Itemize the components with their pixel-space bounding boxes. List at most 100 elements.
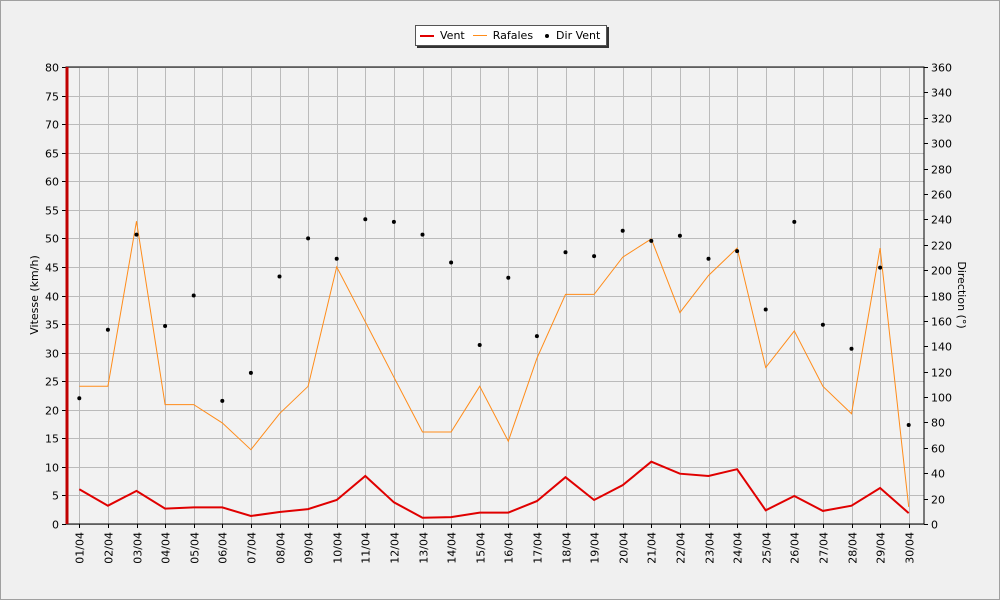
point-rafales [678,311,682,315]
point-dir-vent [878,265,883,270]
point-vent [878,486,882,490]
x-tick-label: 20/04 [618,532,631,564]
point-vent [106,504,110,508]
x-tick-label: 05/04 [189,532,202,564]
point-vent [649,460,653,464]
legend-swatch-vent [420,34,434,37]
y-axis-left-title: Vitesse (km/h) [28,255,41,335]
point-vent [363,474,367,478]
point-rafales [135,219,139,223]
point-rafales [363,320,367,324]
point-rafales [278,412,282,416]
x-tick-label: 06/04 [217,532,230,564]
point-vent [249,514,253,518]
point-rafales [564,292,568,296]
x-tick-label: 30/04 [904,532,917,564]
series-layer [77,217,911,520]
point-rafales [192,403,196,407]
point-rafales [421,430,425,434]
point-rafales [621,255,625,259]
y-tick-label-left: 70 [45,119,59,132]
point-vent [678,472,682,476]
x-tick-label: 07/04 [246,532,259,564]
point-dir-vent [534,334,539,339]
x-tick-label: 08/04 [275,532,288,564]
point-rafales [392,375,396,379]
point-dir-vent [163,324,168,328]
y-tick-label-left: 0 [52,519,59,532]
y-tick-label-left: 60 [45,176,59,189]
point-dir-vent [849,346,854,351]
point-dir-vent [105,327,110,332]
point-rafales [907,505,911,509]
point-rafales [592,292,596,296]
y-tick-label-left: 10 [45,462,59,475]
y-tick-label-right: 360 [931,62,952,75]
x-tick-label: 11/04 [360,532,373,564]
point-vent [135,489,139,493]
x-tick-label: 24/04 [732,532,745,564]
point-dir-vent [706,256,711,261]
y-tick-label-right: 260 [931,189,952,202]
plot-area [66,67,924,524]
point-rafales [506,439,510,443]
x-tick-label: 23/04 [704,532,717,564]
y-tick-label-right: 80 [931,417,945,430]
y-axis-left: 0 5 10 15 20 25 30 35 40 45 50 55 60 65 70 75 80 [45,62,66,532]
x-tick-label: 29/04 [875,532,888,564]
y-axis-right: 0 20 40 60 80 100 120 140 160 180 200 220 240 260 280 3… [924,62,952,532]
y-tick-label-right: 300 [931,138,952,151]
point-vent [564,475,568,479]
point-dir-vent [763,307,768,312]
point-vent [821,509,825,513]
point-vent [77,487,81,491]
point-vent [764,508,768,512]
y-tick-label-left: 30 [45,348,59,361]
legend-item-dir-vent: Dir Vent [541,29,600,42]
x-axis: 01/04 02/04 03/04 04/04 05/04 06/04 07/04 08/04… [74,524,917,564]
point-vent [850,504,854,508]
point-rafales [249,448,253,452]
point-dir-vent [134,232,139,237]
point-rafales [478,384,482,388]
legend-swatch-rafales [472,35,487,36]
x-tick-label: 12/04 [389,532,402,564]
point-dir-vent [563,250,568,255]
legend-label-vent: Vent [440,29,465,42]
point-dir-vent [735,249,740,254]
point-vent [792,494,796,498]
point-vent [192,505,196,509]
point-vent [421,516,425,520]
y-tick-label-right: 20 [931,494,945,507]
point-dir-vent [792,219,797,224]
x-tick-label: 18/04 [561,532,574,564]
x-tick-label: 27/04 [818,532,831,564]
point-rafales [850,412,854,416]
point-rafales [792,329,796,333]
y-tick-label-left: 20 [45,405,59,418]
legend: Vent Rafales Dir Vent [415,25,608,46]
y-tick-label-right: 140 [931,341,952,354]
legend-item-rafales: Rafales [472,29,533,42]
x-tick-label: 14/04 [446,532,459,564]
point-dir-vent [220,398,225,403]
y-tick-label-left: 45 [45,262,59,275]
point-rafales [764,366,768,370]
point-rafales [878,246,882,250]
point-vent [478,511,482,515]
x-tick-label: 10/04 [332,532,345,564]
point-dir-vent [77,396,82,401]
x-tick-label: 15/04 [475,532,488,564]
x-tick-label: 01/04 [74,532,87,564]
legend-label-dir-vent: Dir Vent [556,29,601,42]
y-tick-label-right: 40 [931,468,945,481]
point-dir-vent [620,228,625,233]
x-tick-label: 17/04 [532,532,545,564]
point-rafales [449,430,453,434]
point-vent [535,499,539,503]
point-dir-vent [477,343,482,347]
legend-swatch-dir-vent [545,33,550,38]
x-tick-label: 16/04 [503,532,516,564]
y-tick-label-right: 120 [931,367,952,380]
